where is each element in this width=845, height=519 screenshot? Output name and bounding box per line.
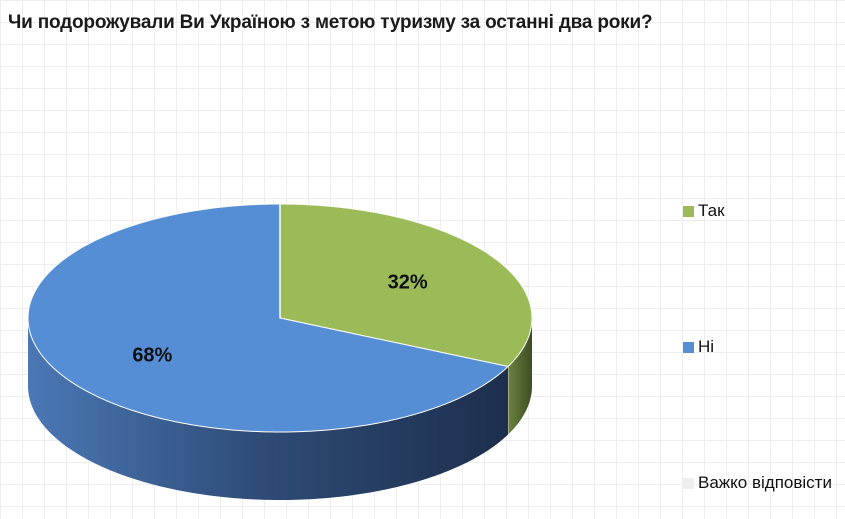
- pie-side-1: [28, 319, 509, 500]
- legend-item-hard-to-say: Важко відповісти: [683, 473, 832, 493]
- pie-slice-0: [279, 203, 533, 368]
- legend-swatch: [683, 205, 694, 217]
- data-label-1: 68%: [132, 345, 172, 367]
- pie-slice-1: [27, 203, 510, 433]
- legend-label: Ні: [698, 337, 715, 356]
- legend-item-ni: Ні: [683, 337, 714, 357]
- legend-item-tak: Так: [683, 201, 725, 221]
- legend-swatch: [683, 477, 694, 489]
- legend-label: Важко відповісти: [698, 473, 832, 492]
- legend-swatch: [683, 341, 694, 353]
- pie-side-0: [508, 318, 532, 435]
- chart-title: Чи подорожували Ви Україною з метою тури…: [8, 12, 653, 33]
- legend-label: Так: [698, 201, 725, 220]
- data-label-0: 32%: [388, 271, 428, 293]
